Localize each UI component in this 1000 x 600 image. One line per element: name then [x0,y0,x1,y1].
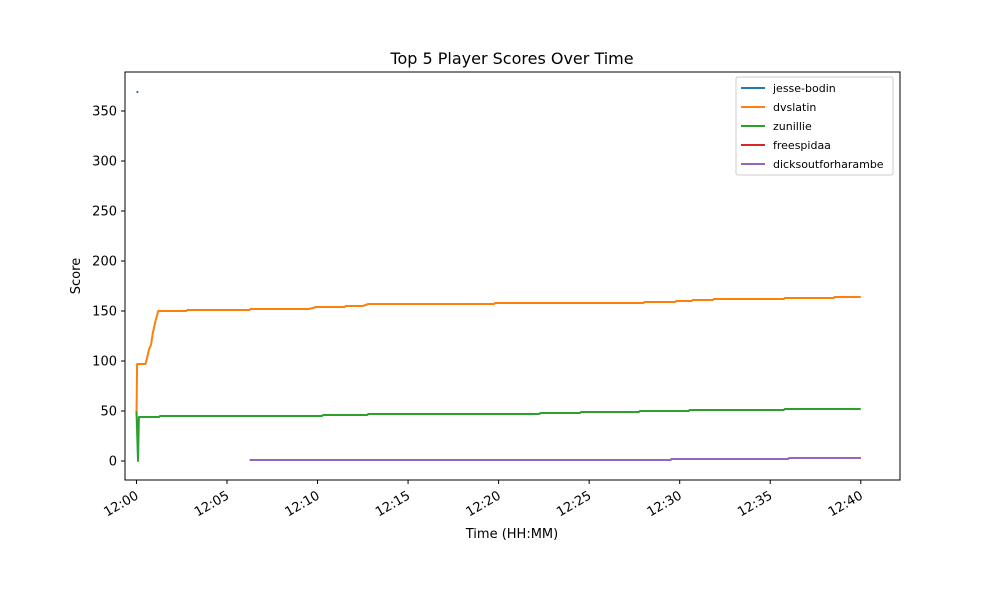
y-tick-label: 100 [92,355,117,370]
y-tick-label: 150 [92,305,117,320]
legend-label: dvslatin [773,101,816,114]
legend-label: freespidaa [773,139,831,152]
plot-lines [135,91,861,462]
legend-label: zunillie [773,120,812,133]
legend-box [735,76,894,176]
y-axis-title: Score [69,258,84,294]
x-tick-label: 12:30 [645,488,685,520]
y-tick-label: 250 [92,205,117,220]
x-axis-title: Time (HH:MM) [465,527,558,542]
x-tick-label: 12:40 [826,488,866,520]
series-line-dicksoutforharambe [249,457,861,461]
x-tick-label: 12:05 [192,488,232,520]
x-tick-label: 12:35 [735,488,775,520]
x-axis: 12:00 12:05 12:10 12:15 12:20 12:25 12:30 12:35… [102,480,866,520]
legend-label: jesse-bodin [772,82,836,95]
y-tick-label: 50 [100,405,117,420]
plot-frame [124,71,901,481]
x-tick-label: 12:00 [102,488,142,520]
y-tick-label: 350 [92,105,117,120]
y-tick-label: 0 [109,455,117,470]
x-tick-label: 12:15 [373,488,413,520]
x-tick-label: 12:10 [283,488,323,520]
y-tick-label: 300 [92,155,117,170]
chart-title: Top 5 Player Scores Over Time [389,49,633,68]
legend-label: dicksoutforharambe [773,158,884,171]
series-line-dvslatin [135,296,861,417]
y-axis: 0 50 100 150 200 250 300 350 [92,105,125,470]
series-line-zunillie [135,408,861,462]
legend: jesse-bodin dvslatin zunillie freespidaa dic… [735,76,894,176]
y-tick-label: 200 [92,255,117,270]
x-tick-label: 12:20 [464,488,504,520]
x-tick-label: 12:25 [554,488,594,520]
